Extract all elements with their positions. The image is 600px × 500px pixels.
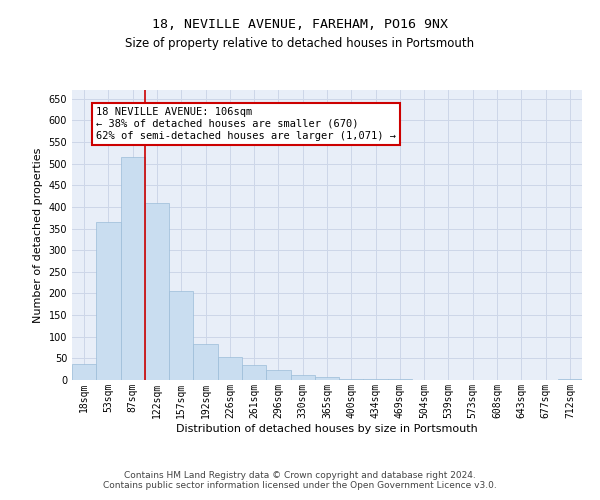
Bar bbox=[339, 379, 364, 380]
Bar bbox=[169, 292, 193, 380]
Bar bbox=[388, 379, 412, 380]
Bar bbox=[218, 357, 242, 380]
Bar bbox=[193, 344, 218, 380]
Bar bbox=[145, 204, 169, 380]
Bar bbox=[558, 378, 582, 380]
Bar bbox=[72, 364, 96, 380]
Bar bbox=[266, 370, 290, 380]
Text: 18 NEVILLE AVENUE: 106sqm
← 38% of detached houses are smaller (670)
62% of semi: 18 NEVILLE AVENUE: 106sqm ← 38% of detac… bbox=[96, 108, 396, 140]
Text: Contains HM Land Registry data © Crown copyright and database right 2024.
Contai: Contains HM Land Registry data © Crown c… bbox=[103, 470, 497, 490]
Bar bbox=[96, 222, 121, 380]
Text: 18, NEVILLE AVENUE, FAREHAM, PO16 9NX: 18, NEVILLE AVENUE, FAREHAM, PO16 9NX bbox=[152, 18, 448, 30]
Bar bbox=[364, 379, 388, 380]
Bar bbox=[121, 157, 145, 380]
Text: Size of property relative to detached houses in Portsmouth: Size of property relative to detached ho… bbox=[125, 38, 475, 51]
Bar bbox=[315, 376, 339, 380]
Bar bbox=[242, 365, 266, 380]
Bar bbox=[290, 375, 315, 380]
Y-axis label: Number of detached properties: Number of detached properties bbox=[33, 148, 43, 322]
X-axis label: Distribution of detached houses by size in Portsmouth: Distribution of detached houses by size … bbox=[176, 424, 478, 434]
